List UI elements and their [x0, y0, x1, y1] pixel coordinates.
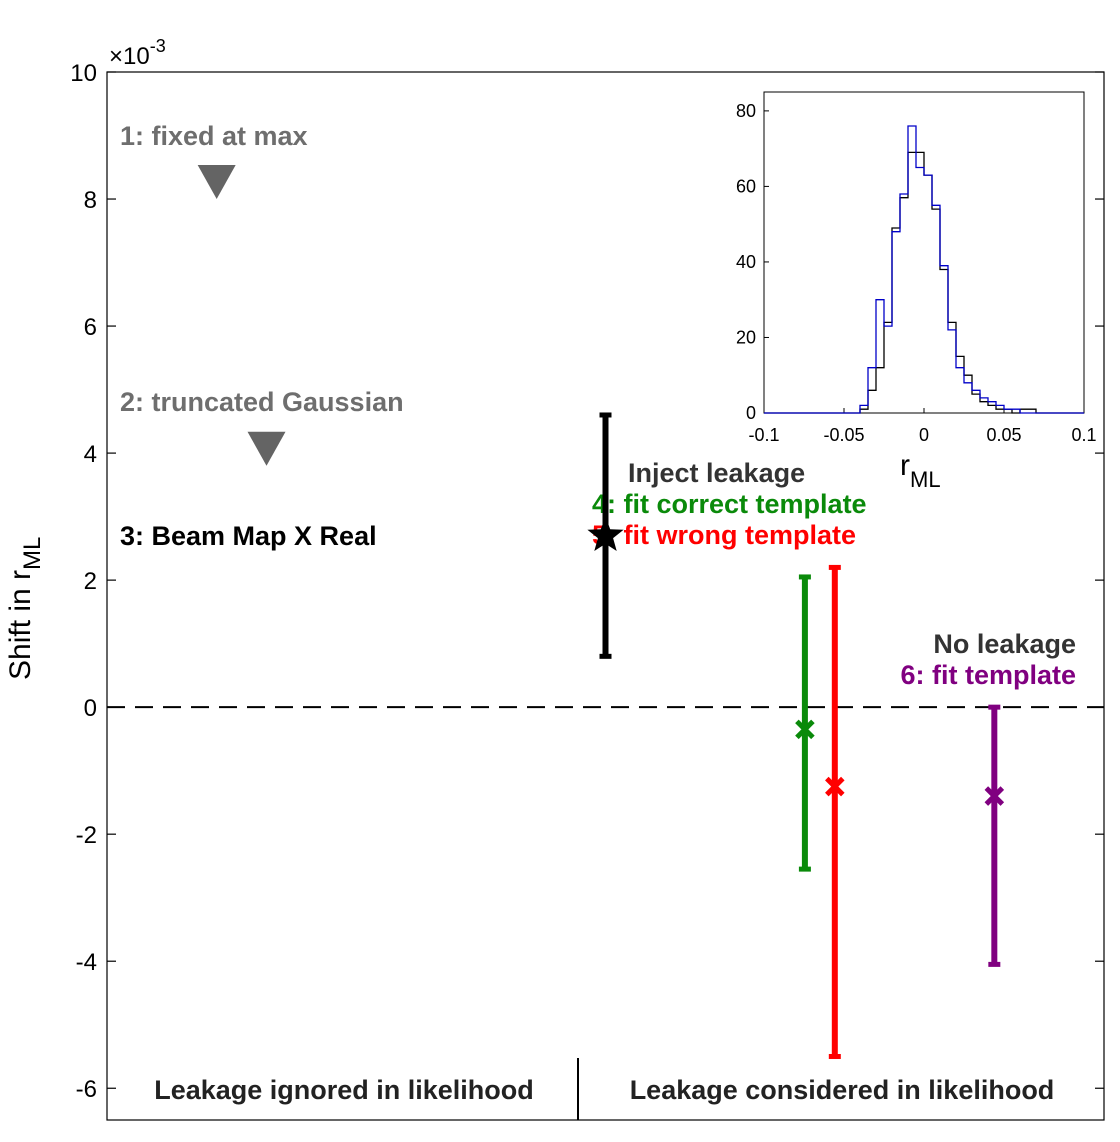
y-tick-label: 0: [84, 695, 97, 722]
label-fit-wrong-template: 5: fit wrong template: [592, 520, 856, 550]
y-tick-label: 4: [84, 441, 97, 468]
inset-x-tick-label: -0.1: [748, 425, 779, 445]
triangle-marker: [197, 164, 236, 199]
inset-x-tick-label: -0.05: [823, 425, 864, 445]
y-tick-label: 6: [84, 314, 97, 341]
main-plot-frame: [106, 71, 1105, 1121]
inset-x-tick-label: 0.1: [1071, 425, 1096, 445]
region-label-ignored: Leakage ignored in likelihood: [154, 1075, 534, 1105]
inset-y-tick-label: 20: [736, 327, 756, 347]
y-tick-label: 10: [70, 60, 97, 87]
label-beam-map: 3: Beam Map X Real: [120, 521, 377, 551]
label-fit-template: 6: fit template: [900, 660, 1076, 690]
y-tick-label: -2: [76, 822, 97, 849]
y-tick-label: -4: [76, 949, 97, 976]
inset-x-tick-label: 0.05: [986, 425, 1021, 445]
region-label-considered: Leakage considered in likelihood: [630, 1075, 1055, 1105]
main-data-marks: [197, 164, 1005, 1059]
label-truncated-gaussian: 2: truncated Gaussian: [120, 387, 404, 417]
x-marker: [795, 719, 815, 740]
y-multiplier: ×10-3: [109, 36, 166, 70]
x-marker: [984, 786, 1005, 806]
y-axis-label: Shift in rML: [4, 537, 46, 680]
inset-y-tick-label: 60: [736, 176, 756, 196]
label-fit-correct-template: 4: fit correct template: [592, 489, 867, 519]
inset-y-tick-label: 0: [746, 403, 756, 423]
y-tick-label: 8: [84, 187, 97, 214]
y-tick-label: 2: [84, 568, 97, 595]
inset-y-tick-label: 80: [736, 101, 756, 121]
inset-y-tick-label: 40: [736, 252, 756, 272]
star-marker: [587, 516, 624, 551]
x-marker: [825, 776, 845, 797]
inset-x-axis-label: rML: [900, 449, 941, 492]
y-tick-label: -6: [76, 1076, 97, 1103]
triangle-marker: [247, 431, 286, 466]
label-no-leakage: No leakage: [933, 629, 1076, 659]
inset-frame: [763, 91, 1085, 414]
inset-x-tick-label: 0: [919, 425, 929, 445]
inset-axes: -0.1 -0.05 0 0.05 0.1 0 20 40 60 80: [736, 101, 1097, 445]
label-inject-leakage: Inject leakage: [628, 458, 805, 488]
inset-histogram: [764, 125, 1084, 414]
label-fixed-at-max: 1: fixed at max: [120, 121, 308, 151]
histogram-line: [764, 125, 1084, 414]
